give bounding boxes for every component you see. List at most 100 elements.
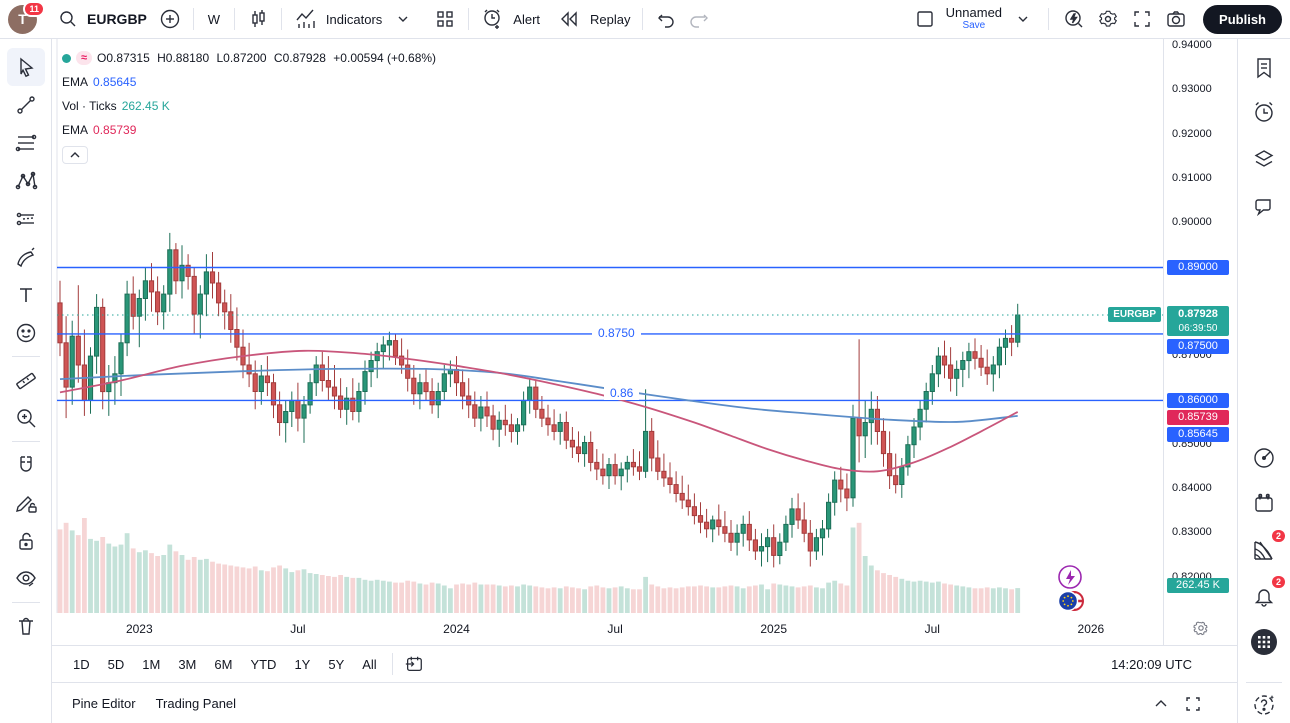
screener-radar-icon[interactable]: [1248, 442, 1280, 474]
alert-button[interactable]: Alert: [513, 11, 541, 27]
range-1m-button[interactable]: 1M: [142, 656, 161, 672]
indicators-button[interactable]: Indicators: [325, 11, 383, 27]
apps-menu-icon[interactable]: [1248, 626, 1280, 658]
price-scale-settings-gear-icon[interactable]: [1193, 620, 1209, 641]
legend-volume-row[interactable]: Vol · Ticks 262.45 K: [62, 94, 440, 118]
hide-drawings-eye-tool[interactable]: [7, 560, 45, 598]
screenshot-camera-icon[interactable]: [1161, 4, 1191, 34]
magnet-tool[interactable]: [7, 446, 45, 484]
chart-canvas[interactable]: [52, 38, 1238, 645]
quick-search-icon[interactable]: [1059, 4, 1089, 34]
projection-tool[interactable]: [7, 200, 45, 238]
volume-bar: [856, 522, 862, 614]
chart-style-icon[interactable]: [243, 4, 273, 34]
bottom-panel: Pine Editor Trading Panel: [52, 682, 1238, 723]
replay-button[interactable]: Replay: [590, 11, 631, 27]
help-icon[interactable]: [1248, 688, 1280, 720]
symbol-search-icon[interactable]: [53, 4, 83, 34]
range-1y-button[interactable]: 1Y: [294, 656, 311, 672]
volume-bar: [984, 587, 990, 613]
add-symbol-icon[interactable]: [155, 4, 185, 34]
eurgbp-pair-logo-icon[interactable]: [1057, 588, 1084, 614]
save-link[interactable]: Save: [962, 20, 986, 31]
range-ytd-button[interactable]: YTD: [250, 656, 277, 672]
volume-bar: [618, 586, 624, 613]
bell-badge: 2: [1271, 576, 1285, 588]
candle-body: [801, 519, 807, 534]
pine-editor-tab[interactable]: Pine Editor: [72, 696, 136, 711]
legend-main-row[interactable]: ≈ O0.87315 H0.88180 L0.87200 C0.87928 +0…: [62, 46, 440, 70]
undo-icon[interactable]: [651, 4, 681, 34]
text-tool[interactable]: [7, 276, 45, 314]
candle-body: [917, 408, 923, 428]
level-label-0875[interactable]: 0.8750: [592, 326, 641, 340]
range-all-button[interactable]: All: [362, 656, 377, 672]
alerts-clock-icon[interactable]: [1248, 96, 1280, 128]
settings-gear-icon[interactable]: [1093, 4, 1123, 34]
volume-bar: [393, 582, 398, 613]
layout-name-button[interactable]: Unnamed Save: [946, 6, 1002, 32]
trend-line-tool[interactable]: [7, 86, 45, 124]
volume-bar: [265, 571, 270, 613]
fib-retracement-tool[interactable]: [7, 124, 45, 162]
publish-button[interactable]: Publish: [1203, 4, 1282, 34]
legend-collapse-button[interactable]: [62, 146, 88, 164]
price-axis[interactable]: 0.89000 0.87928 06:39:50 0.87500 0.86000…: [1163, 38, 1238, 645]
trading-panel-tab[interactable]: Trading Panel: [155, 696, 237, 711]
calendar-icon[interactable]: [1248, 488, 1280, 520]
replay-icon[interactable]: [554, 4, 584, 34]
remove-drawings-trash-tool[interactable]: [7, 607, 45, 645]
volume-bar: [405, 580, 411, 613]
level-label-086[interactable]: 0.86: [604, 386, 640, 400]
top-toolbar: T 11 EURGBP W Indicators: [0, 0, 1290, 39]
drawing-mode-lock-tool[interactable]: [7, 484, 45, 522]
layout-grid-icon[interactable]: [430, 4, 460, 34]
candle-body: [874, 408, 880, 432]
range-5d-button[interactable]: 5D: [107, 656, 125, 672]
lock-all-tool[interactable]: [7, 522, 45, 560]
go-to-date-icon[interactable]: [399, 649, 429, 679]
candle-body: [557, 422, 563, 432]
time-axis[interactable]: 2023 Jul 2024 Jul 2025 Jul 2026: [52, 613, 1163, 645]
candle-body: [636, 466, 643, 472]
divider: [11, 356, 40, 357]
range-6m-button[interactable]: 6M: [214, 656, 233, 672]
volume-bar: [923, 581, 929, 613]
indicators-chevron-down-icon[interactable]: [388, 4, 418, 34]
object-tree-layers-icon[interactable]: [1248, 143, 1280, 175]
session-clock[interactable]: 14:20:09 UTC: [1111, 656, 1192, 672]
alert-icon[interactable]: [477, 4, 507, 34]
lightning-instant-order-icon[interactable]: [1057, 564, 1083, 590]
chat-icon[interactable]: [1248, 190, 1280, 222]
volume-bar: [161, 555, 167, 613]
watchlist-icon[interactable]: [1248, 52, 1280, 84]
candle-body: [399, 355, 405, 366]
emoji-tool[interactable]: [7, 314, 45, 352]
dex-web-icon[interactable]: 2: [1248, 530, 1285, 566]
volume-bar: [655, 586, 661, 613]
indicators-icon[interactable]: [290, 4, 320, 34]
save-layout-icon[interactable]: [910, 4, 940, 34]
range-5y-button[interactable]: 5Y: [328, 656, 345, 672]
range-3m-button[interactable]: 3M: [178, 656, 197, 672]
ruler-tool[interactable]: [7, 361, 45, 399]
legend-ema-fast-row[interactable]: EMA 0.85645: [62, 70, 440, 94]
panel-expand-chevron-icon[interactable]: [1152, 695, 1170, 713]
range-1d-button[interactable]: 1D: [73, 656, 90, 672]
symbol-search-button[interactable]: EURGBP: [87, 11, 147, 27]
cursor-tool[interactable]: [6, 48, 45, 86]
zoom-in-tool[interactable]: [7, 399, 45, 437]
legend-ema-slow-row[interactable]: EMA 0.85739: [62, 118, 440, 142]
timeframe-button[interactable]: W: [207, 11, 221, 27]
notifications-bell-icon[interactable]: 2: [1248, 576, 1285, 612]
user-avatar[interactable]: T 11: [8, 0, 45, 34]
panel-maximize-icon[interactable]: [1184, 695, 1202, 713]
volume-bar: [563, 586, 569, 613]
redo-icon[interactable]: [683, 4, 713, 34]
brush-tool[interactable]: [7, 238, 45, 276]
fullscreen-icon[interactable]: [1127, 4, 1157, 34]
volume-bar: [820, 588, 825, 613]
layout-chevron-down-icon[interactable]: [1008, 4, 1038, 34]
xabcd-pattern-tool[interactable]: [7, 162, 45, 200]
volume-bar: [740, 588, 746, 613]
